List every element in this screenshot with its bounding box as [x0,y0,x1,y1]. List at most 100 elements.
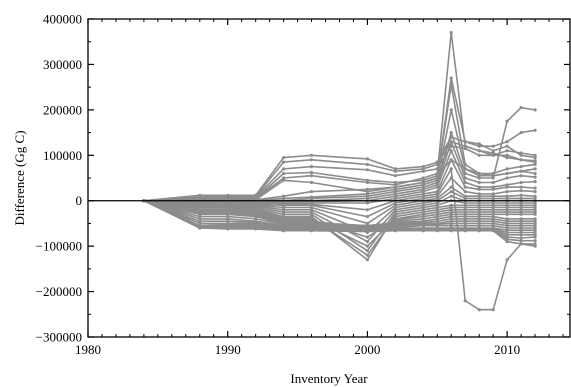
data-point [505,167,509,171]
series-layer [142,30,537,312]
data-point [393,190,397,194]
x-tick-label: 1990 [215,342,241,357]
data-point [449,210,453,214]
data-point [449,224,453,228]
data-point [491,203,495,207]
data-point [505,205,509,210]
data-point [435,224,439,228]
data-point [533,244,537,248]
data-point [505,149,509,153]
data-point [533,160,537,164]
data-point [435,210,439,214]
data-point [519,153,523,157]
data-point [519,196,523,200]
data-point [393,208,397,212]
data-point [519,217,523,221]
data-point [477,196,481,200]
series-line [143,145,536,202]
data-point [309,153,314,157]
data-point [449,30,453,35]
data-point [505,171,509,176]
data-point [309,203,314,207]
data-point [463,140,467,144]
data-point [421,183,425,187]
data-point [365,196,369,200]
data-point [435,212,439,216]
data-point [533,108,537,112]
data-point [505,212,509,216]
data-point [365,253,369,257]
series-7 [142,83,537,203]
data-point [435,201,439,205]
data-point [477,153,481,157]
y-tick-label: −200000 [36,284,82,299]
data-point [491,229,495,233]
data-point [365,194,369,198]
data-point [393,205,397,210]
data-point [365,240,369,244]
data-point [309,208,314,212]
data-point [198,212,202,216]
data-point [477,149,481,153]
data-point [463,144,467,148]
series-28 [142,199,537,230]
data-point [491,151,495,155]
data-point [435,203,439,207]
data-point [519,193,523,197]
data-point [505,185,509,189]
data-point [519,212,523,216]
plot-frame [87,18,571,338]
data-point [463,190,467,194]
data-point [449,83,453,87]
data-point [491,217,495,221]
data-point [477,215,481,219]
data-point [282,210,286,214]
data-point [365,168,369,172]
data-point [435,229,439,233]
data-point [365,215,369,219]
data-point [463,201,467,205]
data-point [533,228,537,232]
data-point [477,192,481,196]
data-point [421,169,425,173]
data-point [533,162,537,166]
data-point [449,149,453,153]
data-point [491,205,495,210]
y-tick-label: 400000 [43,12,82,27]
data-point [533,221,537,225]
data-point [519,203,523,207]
data-point [449,203,453,207]
data-point [533,156,537,160]
y-tick-label: 100000 [43,148,82,163]
data-point [449,108,453,112]
data-point [519,185,523,189]
data-point [477,171,481,176]
data-point [365,162,369,166]
y-axis-title: Difference (Gg C) [12,130,27,225]
data-point [477,212,481,216]
data-point [393,174,397,178]
x-axis-title: Inventory Year [290,371,368,386]
data-point [198,219,202,223]
data-point [463,210,467,214]
data-point [491,180,495,185]
data-point [449,208,453,212]
data-point [491,149,495,153]
data-point [533,242,537,246]
data-point [365,221,369,225]
data-point [282,205,286,210]
data-point [519,221,523,225]
data-point [393,196,397,200]
y-tick-label: 200000 [43,102,82,117]
data-point [533,233,537,237]
data-point [449,76,453,80]
data-point [365,249,369,253]
data-point [505,153,509,157]
data-point [254,227,258,231]
data-point [519,151,523,155]
data-point [421,212,425,216]
data-point [365,178,369,182]
data-point [505,208,509,212]
data-point [309,190,314,194]
data-point [491,210,495,214]
